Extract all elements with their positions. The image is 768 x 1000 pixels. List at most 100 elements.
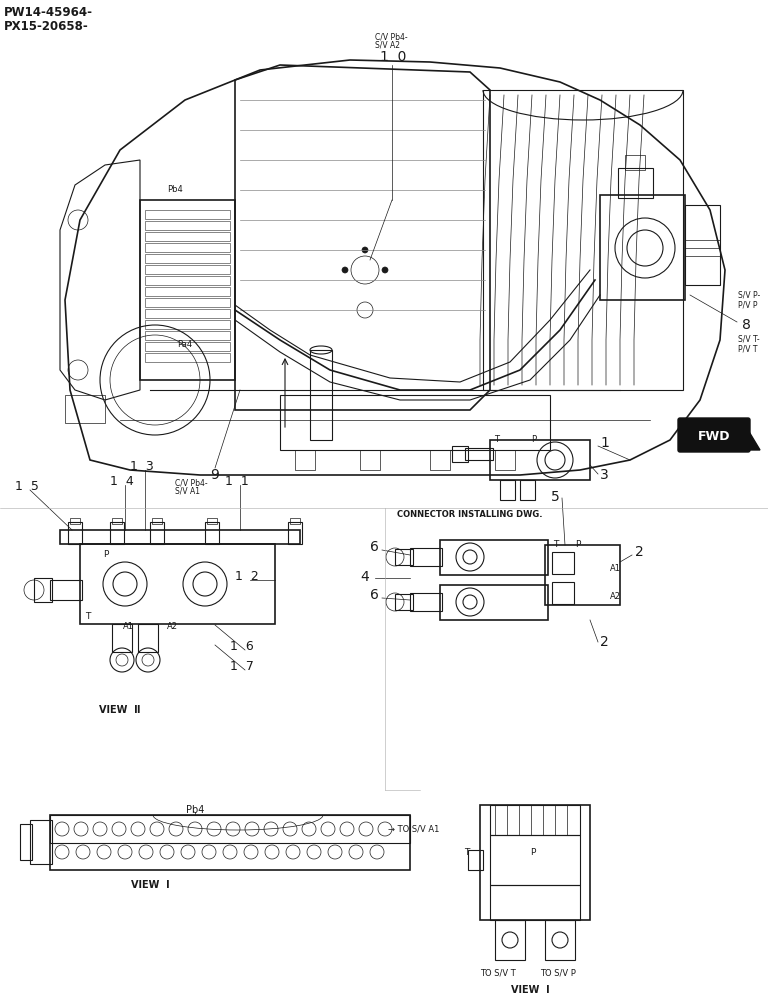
Bar: [112, 624, 132, 652]
Bar: [465, 448, 493, 460]
Bar: [34, 578, 52, 602]
Bar: [50, 580, 82, 600]
Bar: [468, 850, 483, 870]
Bar: [545, 545, 620, 605]
Text: 5: 5: [551, 490, 559, 504]
Circle shape: [342, 267, 348, 273]
FancyBboxPatch shape: [678, 418, 750, 452]
Text: S/V A2: S/V A2: [375, 41, 400, 50]
Bar: [440, 585, 548, 620]
Text: 8: 8: [742, 318, 751, 332]
Text: P: P: [103, 550, 108, 559]
Circle shape: [382, 267, 388, 273]
Text: 1  1: 1 1: [225, 475, 249, 488]
Bar: [480, 805, 590, 920]
Text: 6: 6: [370, 540, 379, 554]
Bar: [483, 90, 683, 390]
Text: TO S/V P: TO S/V P: [540, 968, 576, 977]
Text: Pb4: Pb4: [186, 805, 204, 815]
Bar: [395, 549, 413, 565]
Text: 2: 2: [600, 635, 609, 649]
Bar: [205, 522, 219, 544]
Bar: [295, 450, 315, 470]
Text: Pa4: Pa4: [177, 340, 193, 349]
Polygon shape: [748, 430, 760, 450]
Bar: [145, 298, 230, 307]
Bar: [280, 395, 550, 450]
Bar: [600, 195, 685, 300]
Bar: [145, 243, 230, 252]
Text: P: P: [575, 540, 581, 549]
Bar: [145, 210, 230, 219]
Text: 2: 2: [635, 545, 644, 559]
Bar: [145, 342, 230, 351]
Text: 1  6: 1 6: [230, 640, 253, 653]
Bar: [140, 200, 235, 380]
Text: T: T: [464, 848, 469, 857]
Circle shape: [362, 247, 368, 253]
Bar: [500, 480, 515, 500]
Bar: [490, 835, 580, 885]
Text: S/V T-: S/V T-: [738, 335, 760, 344]
Text: FWD: FWD: [698, 430, 730, 443]
Text: C/V Pb4-: C/V Pb4-: [175, 478, 207, 487]
Text: VIEW  I: VIEW I: [511, 985, 549, 995]
Bar: [495, 450, 515, 470]
Bar: [145, 276, 230, 285]
Bar: [410, 593, 442, 611]
Bar: [30, 820, 52, 864]
Bar: [490, 440, 590, 480]
Text: T: T: [553, 540, 558, 549]
Bar: [150, 522, 164, 544]
Bar: [65, 395, 105, 423]
Text: CONNECTOR INSTALLING DWG.: CONNECTOR INSTALLING DWG.: [397, 510, 543, 519]
Text: P/V T: P/V T: [738, 344, 757, 353]
Bar: [490, 885, 580, 920]
Text: A1: A1: [123, 622, 134, 631]
Text: 1  5: 1 5: [15, 480, 39, 493]
Text: 1: 1: [600, 436, 609, 450]
Text: VIEW  Ⅱ: VIEW Ⅱ: [99, 705, 141, 715]
Text: P/V P: P/V P: [738, 300, 757, 309]
Bar: [145, 353, 230, 362]
Bar: [430, 450, 450, 470]
Text: 1  2: 1 2: [235, 570, 259, 583]
Bar: [545, 920, 575, 960]
Bar: [685, 205, 720, 285]
Bar: [112, 518, 122, 524]
Bar: [138, 624, 158, 652]
Text: P: P: [531, 435, 537, 444]
Text: 1  0: 1 0: [380, 50, 406, 64]
Bar: [395, 594, 413, 610]
Bar: [452, 446, 468, 462]
Bar: [490, 805, 580, 835]
Bar: [110, 522, 124, 544]
Text: PX15-20658-: PX15-20658-: [4, 20, 89, 33]
Bar: [618, 168, 653, 198]
Bar: [288, 522, 302, 544]
Text: Pb4: Pb4: [167, 185, 183, 194]
Text: 6: 6: [370, 588, 379, 602]
Bar: [145, 287, 230, 296]
Text: 9: 9: [210, 468, 219, 482]
Text: 3: 3: [600, 468, 609, 482]
Bar: [50, 815, 410, 870]
Bar: [520, 480, 535, 500]
Bar: [20, 824, 32, 860]
Bar: [152, 518, 162, 524]
Bar: [68, 522, 82, 544]
Bar: [310, 350, 332, 440]
Bar: [50, 815, 410, 843]
Bar: [207, 518, 217, 524]
Text: S/V A1: S/V A1: [175, 487, 200, 496]
Text: 1  3: 1 3: [130, 460, 154, 473]
Text: S/V P-: S/V P-: [738, 290, 760, 299]
Text: T: T: [495, 435, 499, 444]
Text: → TO S/V A1: → TO S/V A1: [388, 825, 439, 834]
Bar: [70, 518, 80, 524]
Bar: [410, 548, 442, 566]
Bar: [145, 221, 230, 230]
Bar: [145, 254, 230, 263]
Bar: [625, 155, 645, 170]
Text: A2: A2: [167, 622, 177, 631]
